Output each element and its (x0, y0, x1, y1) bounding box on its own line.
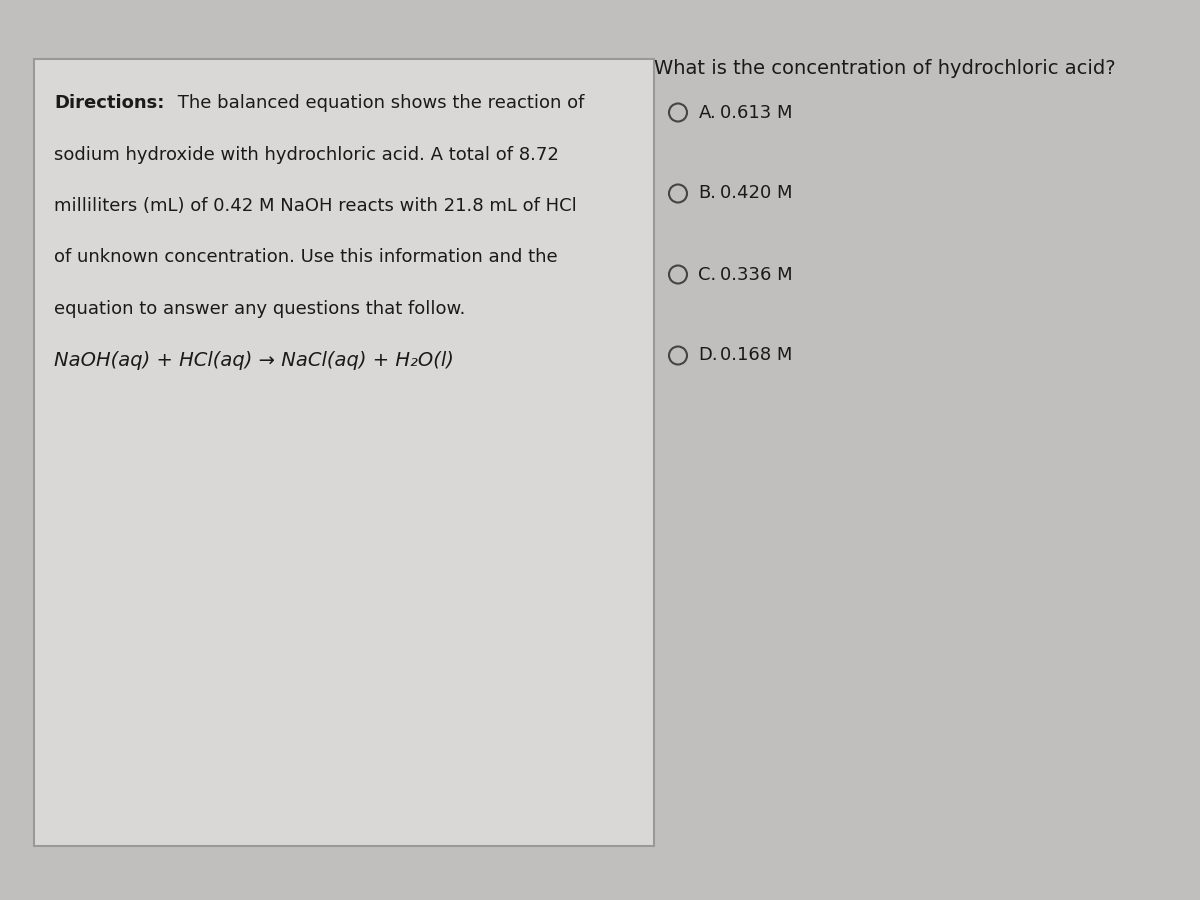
Text: sodium hydroxide with hydrochloric acid. A total of 8.72: sodium hydroxide with hydrochloric acid.… (54, 146, 559, 164)
Text: B.: B. (698, 184, 716, 202)
Text: What is the concentration of hydrochloric acid?: What is the concentration of hydrochlori… (654, 58, 1116, 77)
Text: C.: C. (698, 266, 716, 284)
Text: of unknown concentration. Use this information and the: of unknown concentration. Use this infor… (54, 248, 558, 266)
Text: 0.420 M: 0.420 M (720, 184, 792, 202)
Text: Directions:: Directions: (54, 94, 164, 112)
Text: 0.613 M: 0.613 M (720, 104, 792, 122)
Text: D.: D. (698, 346, 718, 364)
Text: 0.168 M: 0.168 M (720, 346, 792, 364)
Text: The balanced equation shows the reaction of: The balanced equation shows the reaction… (172, 94, 584, 112)
Text: A.: A. (698, 104, 716, 122)
Text: milliliters (mL) of 0.42 M NaOH reacts with 21.8 mL of HCl: milliliters (mL) of 0.42 M NaOH reacts w… (54, 197, 577, 215)
Text: NaOH(aq) + HCl(aq) → NaCl(aq) + H₂O(l): NaOH(aq) + HCl(aq) → NaCl(aq) + H₂O(l) (54, 351, 454, 370)
Text: 0.336 M: 0.336 M (720, 266, 793, 284)
FancyBboxPatch shape (34, 58, 654, 846)
Text: equation to answer any questions that follow.: equation to answer any questions that fo… (54, 300, 466, 318)
